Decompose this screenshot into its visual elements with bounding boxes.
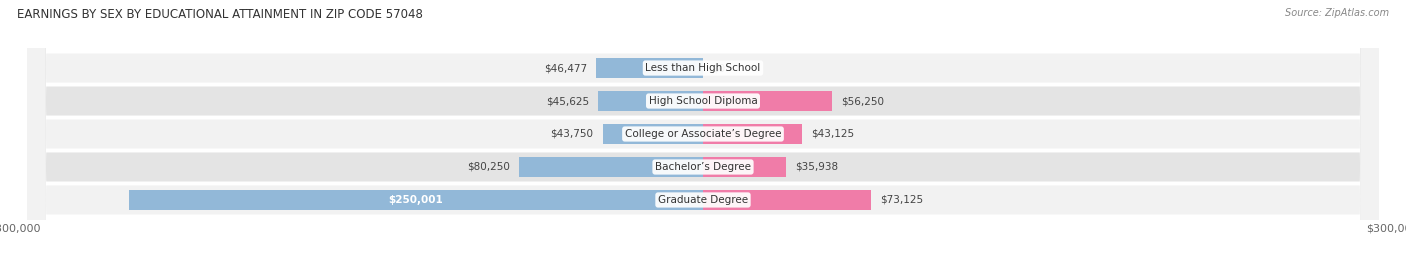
FancyBboxPatch shape [28,0,1378,268]
Text: EARNINGS BY SEX BY EDUCATIONAL ATTAINMENT IN ZIP CODE 57048: EARNINGS BY SEX BY EDUCATIONAL ATTAINMEN… [17,8,423,21]
Bar [703,91,832,111]
Text: College or Associate’s Degree: College or Associate’s Degree [624,129,782,139]
FancyBboxPatch shape [28,0,1378,268]
Text: Graduate Degree: Graduate Degree [658,195,748,205]
Bar [703,190,870,210]
Text: $46,477: $46,477 [544,63,588,73]
Bar [703,124,801,144]
Bar [598,91,703,111]
Text: $43,750: $43,750 [550,129,593,139]
Text: $0: $0 [713,63,725,73]
FancyBboxPatch shape [28,0,1378,268]
Bar [129,190,703,210]
Text: $80,250: $80,250 [467,162,509,172]
Text: Less than High School: Less than High School [645,63,761,73]
Text: $35,938: $35,938 [794,162,838,172]
FancyBboxPatch shape [28,0,1378,268]
Text: $73,125: $73,125 [880,195,924,205]
Text: Source: ZipAtlas.com: Source: ZipAtlas.com [1285,8,1389,18]
Bar [703,157,786,177]
Text: $56,250: $56,250 [841,96,884,106]
Text: $43,125: $43,125 [811,129,855,139]
Text: $45,625: $45,625 [546,96,589,106]
Bar [596,58,703,78]
Text: $250,001: $250,001 [388,195,443,205]
Bar [603,124,703,144]
Bar [519,157,703,177]
Text: High School Diploma: High School Diploma [648,96,758,106]
FancyBboxPatch shape [28,0,1378,268]
Text: Bachelor’s Degree: Bachelor’s Degree [655,162,751,172]
